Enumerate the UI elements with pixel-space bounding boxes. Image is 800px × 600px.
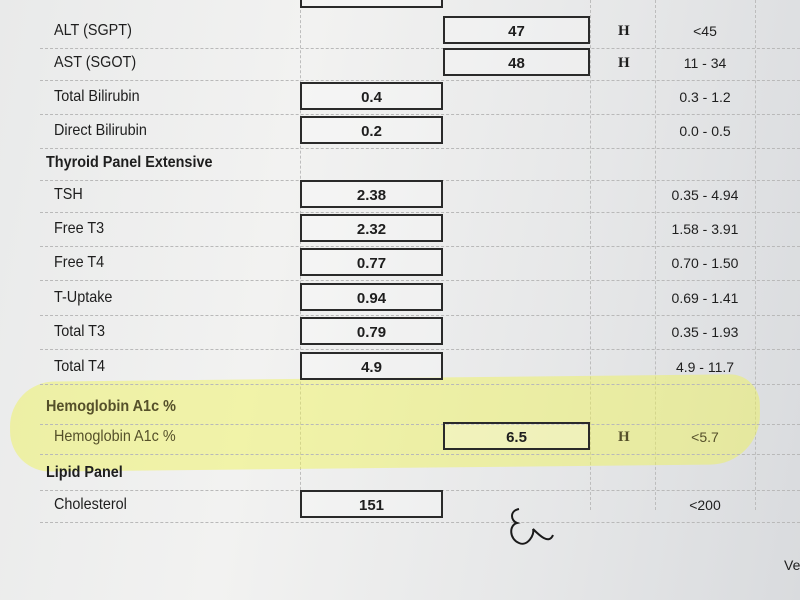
result-value: 0.2	[300, 116, 443, 144]
reference-range: 0.70 - 1.50	[671, 255, 739, 271]
result-value: 0.94	[300, 283, 443, 311]
section-title: Hemoglobin A1c %	[46, 398, 176, 415]
test-name: Hemoglobin A1c %	[54, 428, 176, 445]
test-name: AST (SGOT)	[54, 54, 137, 71]
result-value: 0.77	[300, 248, 443, 276]
reference-range: 11 - 34	[683, 55, 727, 71]
table-row: Free T3 2.32 1.58 - 3.91	[40, 212, 800, 247]
test-name: Total T3	[54, 323, 105, 340]
test-name: T-Uptake	[54, 289, 113, 306]
reference-range: <45	[693, 23, 717, 39]
column-divider	[755, 0, 756, 510]
result-value: 2.32	[300, 214, 443, 242]
section-title: Thyroid Panel Extensive	[46, 154, 213, 171]
reference-range: 4.9 - 11.7	[675, 359, 735, 375]
section-header: Lipid Panel	[40, 456, 800, 491]
result-value: 2.38	[300, 180, 443, 208]
result-value: 47	[443, 16, 590, 44]
reference-range: 0.35 - 4.94	[671, 187, 739, 203]
reference-range: <200	[689, 497, 721, 513]
reference-range: 0.35 - 1.93	[671, 324, 739, 340]
table-row: Total Bilirubin 0.4 0.3 - 1.2	[40, 80, 800, 115]
test-name: Total T4	[54, 358, 105, 375]
reference-range: 0.0 - 0.5	[679, 123, 731, 139]
test-name: ALT (SGPT)	[54, 22, 132, 39]
result-value: 48	[443, 48, 590, 76]
section-header: Thyroid Panel Extensive	[40, 146, 800, 181]
table-row: Hemoglobin A1c % 6.5 H <5.7	[40, 420, 800, 455]
reference-range: 1.58 - 3.91	[671, 221, 739, 237]
result-value: 0.79	[300, 317, 443, 345]
reference-range: 0.3 - 1.2	[679, 89, 731, 105]
table-row: Direct Bilirubin 0.2 0.0 - 0.5	[40, 114, 800, 149]
column-divider	[590, 0, 591, 510]
table-row: Cholesterol 151 <200	[40, 488, 800, 523]
footer-fragment: Ve	[784, 557, 800, 573]
cropped-result-box	[300, 0, 443, 8]
result-value: 4.9	[300, 352, 443, 380]
table-row: T-Uptake 0.94 0.69 - 1.41	[40, 281, 800, 316]
test-name: Total Bilirubin	[54, 88, 140, 105]
table-row: Total T4 4.9 4.9 - 11.7	[40, 350, 800, 385]
reference-range: <5.7	[691, 429, 719, 445]
test-name: Cholesterol	[54, 496, 127, 513]
test-name: Direct Bilirubin	[54, 122, 147, 139]
flag-indicator: H	[618, 55, 630, 71]
table-row: Total T3 0.79 0.35 - 1.93	[40, 315, 800, 350]
result-value: 151	[300, 490, 443, 518]
table-row: TSH 2.38 0.35 - 4.94	[40, 178, 800, 213]
result-value: 0.4	[300, 82, 443, 110]
table-row: AST (SGOT) 48 H 11 - 34	[40, 46, 800, 81]
test-name: TSH	[54, 186, 83, 203]
flag-indicator: H	[618, 429, 630, 445]
table-row: Free T4 0.77 0.70 - 1.50	[40, 246, 800, 281]
test-name: Free T3	[54, 220, 105, 237]
table-row: ALT (SGPT) 47 H <45	[40, 14, 800, 49]
section-header: Hemoglobin A1c %	[40, 390, 800, 425]
section-title: Lipid Panel	[46, 464, 123, 481]
handwritten-mark-icon	[510, 508, 554, 545]
reference-range: 0.69 - 1.41	[671, 290, 739, 306]
result-value: 6.5	[443, 422, 590, 450]
test-name: Free T4	[54, 254, 105, 271]
flag-indicator: H	[618, 23, 630, 39]
column-divider	[655, 0, 656, 510]
